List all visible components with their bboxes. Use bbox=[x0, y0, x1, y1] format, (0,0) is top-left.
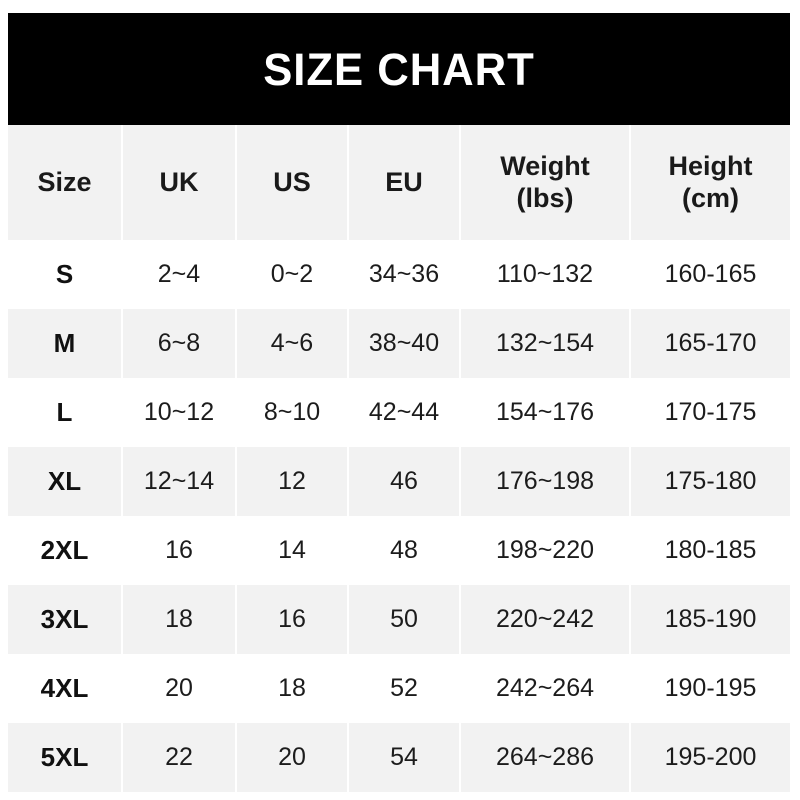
cell-eu: 52 bbox=[347, 654, 461, 723]
cell-eu: 48 bbox=[347, 516, 461, 585]
cell-weight: 110~132 bbox=[459, 240, 631, 309]
cell-us: 8~10 bbox=[235, 378, 349, 447]
title-banner: SIZE CHART bbox=[8, 13, 790, 125]
cell-height: 160-165 bbox=[629, 240, 790, 309]
cell-uk: 18 bbox=[121, 585, 237, 654]
cell-height: 185-190 bbox=[629, 585, 790, 654]
cell-us: 4~6 bbox=[235, 309, 349, 378]
page-title: SIZE CHART bbox=[263, 43, 535, 95]
cell-weight: 242~264 bbox=[459, 654, 631, 723]
column-header-weight: Weight (lbs) bbox=[459, 125, 631, 240]
cell-eu: 54 bbox=[347, 723, 461, 792]
cell-height: 190-195 bbox=[629, 654, 790, 723]
column-header-label: Height bbox=[668, 151, 753, 182]
cell-weight: 198~220 bbox=[459, 516, 631, 585]
header-row: Size UK US EU Weight (lbs) Height (cm) bbox=[8, 125, 790, 240]
cell-size: 2XL bbox=[8, 516, 123, 585]
column-header-label: US bbox=[273, 166, 311, 197]
cell-size: 5XL bbox=[8, 723, 123, 792]
column-header-label: EU bbox=[385, 166, 423, 197]
cell-size: 3XL bbox=[8, 585, 123, 654]
cell-weight: 220~242 bbox=[459, 585, 631, 654]
column-header-label: UK bbox=[159, 166, 199, 197]
cell-eu: 34~36 bbox=[347, 240, 461, 309]
cell-size: 4XL bbox=[8, 654, 123, 723]
table-row: 4XL 20 18 52 242~264 190-195 bbox=[8, 654, 790, 723]
table-row: M 6~8 4~6 38~40 132~154 165-170 bbox=[8, 309, 790, 378]
cell-uk: 12~14 bbox=[121, 447, 237, 516]
column-header-unit: (cm) bbox=[681, 182, 739, 213]
column-header-label: Weight bbox=[500, 151, 590, 182]
table-row: 3XL 18 16 50 220~242 185-190 bbox=[8, 585, 790, 654]
cell-eu: 42~44 bbox=[347, 378, 461, 447]
cell-us: 18 bbox=[235, 654, 349, 723]
table-row: S 2~4 0~2 34~36 110~132 160-165 bbox=[8, 240, 790, 309]
cell-us: 0~2 bbox=[235, 240, 349, 309]
cell-us: 14 bbox=[235, 516, 349, 585]
cell-size: M bbox=[8, 309, 123, 378]
cell-size: L bbox=[8, 378, 123, 447]
table-header: Size UK US EU Weight (lbs) Height (cm) bbox=[8, 125, 790, 240]
column-header-unit: (lbs) bbox=[516, 182, 574, 213]
column-header-eu: EU bbox=[347, 125, 461, 240]
cell-weight: 264~286 bbox=[459, 723, 631, 792]
column-header-height: Height (cm) bbox=[629, 125, 790, 240]
column-header-uk: UK bbox=[121, 125, 237, 240]
cell-weight: 132~154 bbox=[459, 309, 631, 378]
cell-us: 16 bbox=[235, 585, 349, 654]
cell-uk: 16 bbox=[121, 516, 237, 585]
cell-height: 170-175 bbox=[629, 378, 790, 447]
cell-weight: 154~176 bbox=[459, 378, 631, 447]
cell-uk: 10~12 bbox=[121, 378, 237, 447]
cell-size: XL bbox=[8, 447, 123, 516]
cell-eu: 38~40 bbox=[347, 309, 461, 378]
cell-size: S bbox=[8, 240, 123, 309]
cell-eu: 50 bbox=[347, 585, 461, 654]
cell-height: 165-170 bbox=[629, 309, 790, 378]
column-header-label: Size bbox=[37, 166, 92, 197]
size-chart-table: Size UK US EU Weight (lbs) Height (cm) S 2~4 0~2 3… bbox=[8, 125, 790, 792]
cell-uk: 2~4 bbox=[121, 240, 237, 309]
cell-height: 195-200 bbox=[629, 723, 790, 792]
table-row: XL 12~14 12 46 176~198 175-180 bbox=[8, 447, 790, 516]
table-row: 5XL 22 20 54 264~286 195-200 bbox=[8, 723, 790, 792]
cell-uk: 20 bbox=[121, 654, 237, 723]
table-row: L 10~12 8~10 42~44 154~176 170-175 bbox=[8, 378, 790, 447]
cell-us: 12 bbox=[235, 447, 349, 516]
column-header-us: US bbox=[235, 125, 349, 240]
cell-eu: 46 bbox=[347, 447, 461, 516]
cell-uk: 22 bbox=[121, 723, 237, 792]
table-body: S 2~4 0~2 34~36 110~132 160-165 M 6~8 4~6 38~40 13… bbox=[8, 240, 790, 792]
cell-us: 20 bbox=[235, 723, 349, 792]
cell-uk: 6~8 bbox=[121, 309, 237, 378]
column-header-size: Size bbox=[8, 125, 123, 240]
cell-height: 180-185 bbox=[629, 516, 790, 585]
table-row: 2XL 16 14 48 198~220 180-185 bbox=[8, 516, 790, 585]
cell-height: 175-180 bbox=[629, 447, 790, 516]
cell-weight: 176~198 bbox=[459, 447, 631, 516]
